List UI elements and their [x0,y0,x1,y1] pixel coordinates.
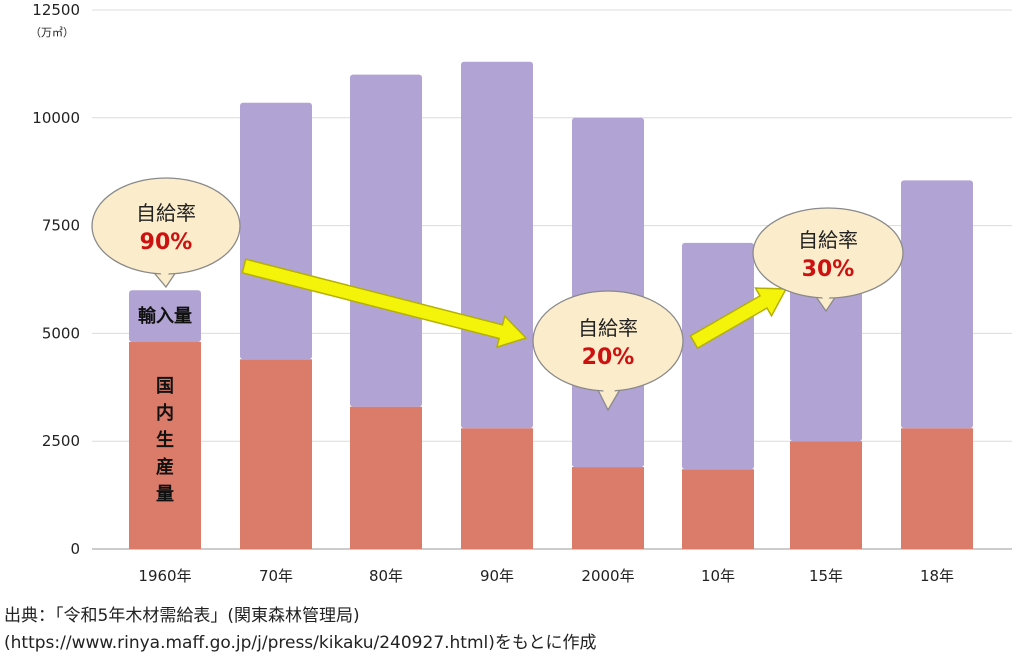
y-tick-label: 10000 [32,109,80,127]
domestic-label: 国内生産量 [156,376,174,505]
y-tick-label: 5000 [42,324,80,342]
stacked-bar-chart: 0 2500 5000 7500 10000 12500 （万㎥） 1960年 70年 80年… [30,1,1012,585]
y-tick-label: 12500 [32,1,80,19]
trend-arrows [241,258,788,350]
x-tick-label: 10年 [701,567,735,585]
bubble-title: 自給率 [578,316,638,340]
y-tick-label: 7500 [42,217,80,235]
x-axis-ticks: 1960年 70年 80年 90年 2000年 10年 15年 18年 [138,567,954,585]
x-tick-label: 18年 [920,567,954,585]
bar-import [790,268,862,442]
source-line-1: 出典：「令和5年木材需給表」(関東森林管理局) [4,606,360,626]
bubble-body [532,290,684,392]
bar-domestic [350,406,422,549]
bubble-value: 30% [802,257,855,282]
import-label: 輸入量 [138,305,192,327]
x-tick-label: 90年 [480,567,514,585]
bar-domestic [790,441,862,549]
bubble-value: 90% [140,230,193,255]
decline-arrow [241,258,528,349]
bubble-value: 20% [582,345,635,370]
bubble-seam [598,380,620,402]
source-line-2: (https://www.rinya.maff.go.jp/j/press/ki… [4,633,597,653]
rise-arrow [689,287,788,350]
self-sufficiency-bubbles: 自給率 90% 自給率 20% 自給率 30% [91,177,904,412]
bars [129,61,973,549]
bubble-seam [152,260,178,279]
bar-domestic [129,342,201,549]
x-tick-label: 80年 [369,567,403,585]
y-tick-label: 2500 [42,432,80,450]
bar-import [461,61,533,429]
bar-import [901,180,973,429]
bar-domestic [682,469,754,549]
y-tick-label: 0 [70,540,80,558]
bubble-title: 自給率 [798,228,858,252]
x-tick-label: 2000年 [581,567,634,585]
x-tick-label: 70年 [259,567,293,585]
bar-import [682,242,754,470]
bubble-body [91,177,241,275]
bubble-seam [814,284,838,303]
self-sufficiency-bubble: 自給率 90% [91,177,241,289]
bubble-title: 自給率 [136,201,196,225]
y-axis-ticks: 0 2500 5000 7500 10000 12500 [32,1,80,558]
bar-domestic [901,428,973,549]
x-tick-label: 15年 [809,567,843,585]
x-tick-label: 1960年 [138,567,191,585]
bar-domestic [461,428,533,549]
bar-domestic [572,467,644,549]
bar-import [129,290,201,343]
bar-import [240,102,312,360]
self-sufficiency-bubble: 自給率 20% [532,290,684,412]
self-sufficiency-bubble: 自給率 30% [752,207,904,313]
bar-import [350,74,422,407]
bar-domestic [240,359,312,549]
y-axis-unit: （万㎥） [30,26,74,39]
